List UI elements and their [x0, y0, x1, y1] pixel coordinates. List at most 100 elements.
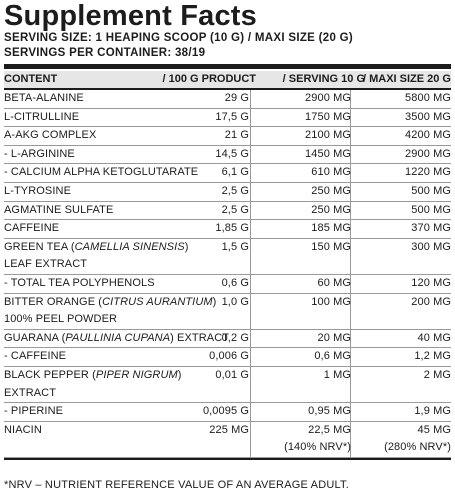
bottom-divider — [4, 457, 451, 460]
value-maxi-size: 5800 MG — [405, 92, 451, 104]
ingredient-name: - L-ARGININE — [4, 147, 75, 160]
table-row: 100% PEEL POWDER — [4, 311, 451, 330]
column-divider — [250, 220, 251, 238]
value-maxi-size: 1,9 MG — [414, 405, 451, 418]
column-divider — [350, 201, 351, 220]
column-divider — [350, 403, 351, 421]
value-per100g: 29 G — [224, 92, 249, 104]
latin-name: CITRUS AURANTIUM — [102, 295, 213, 308]
column-divider — [350, 256, 351, 274]
column-divider — [350, 311, 351, 329]
column-divider — [250, 164, 251, 182]
column-divider — [250, 201, 251, 220]
value-per100g: 1,85 G — [215, 222, 249, 235]
table-row: GREEN TEA (CAMELLIA SINENSIS) 1,5 G 150 MG… — [4, 238, 451, 257]
table-row: GUARANA (PAULLINIA CUPANA) EXTRACT 0,2 G 2… — [4, 329, 451, 349]
table-row: BETA-ALANINE 29 G 2900 MG 5800 MG — [4, 90, 451, 109]
ingredient-name-continued: LEAF EXTRACT — [4, 258, 88, 271]
servings-per-container: SERVINGS PER CONTAINER: 38/19 — [4, 47, 206, 59]
ingredient-name: A-AKG COMPLEX — [4, 129, 97, 142]
value-per-serving: 250 MG — [311, 184, 351, 197]
value-maxi-size: 2900 MG — [405, 147, 451, 160]
latin-name: PIPER NIGRUM — [95, 368, 178, 381]
value-per-serving: 150 MG — [311, 240, 351, 253]
column-divider — [250, 145, 251, 164]
ingredient-name-part: GUARANA ( — [4, 331, 66, 344]
ingredient-name: - PIPERINE — [4, 405, 64, 418]
ingredient-name-part: ) EXTRACT — [170, 331, 230, 344]
ingredient-name: - CALCIUM ALPHA KETOGLUTARATE — [4, 166, 199, 179]
table-row: - CALCIUM ALPHA KETOGLUTARATE 6,1 G 610 MG… — [4, 164, 451, 183]
value-maxi-size: 1,2 MG — [414, 350, 451, 363]
value-maxi-size: 40 MG — [417, 331, 451, 344]
ingredient-name: L-CITRULLINE — [4, 110, 80, 123]
value-per-serving: 1450 MG — [305, 147, 351, 160]
table-row: - L-ARGININE 14,5 G 1450 MG 2900 MG — [4, 145, 451, 165]
column-divider — [250, 403, 251, 421]
value-per-serving: 1 MG — [323, 368, 351, 381]
value-maxi-size: 500 MG — [411, 203, 451, 216]
ingredient-name: GREEN TEA (CAMELLIA SINENSIS) — [4, 239, 188, 257]
ingredient-name-part: GREEN TEA ( — [4, 240, 75, 253]
value-per-serving: 20 MG — [317, 331, 351, 344]
ingredient-name: BITTER ORANGE (CITRUS AURANTIUM) — [4, 294, 216, 312]
value-per100g: 0,0095 G — [202, 405, 249, 418]
table-row: - CAFFEINE 0,006 G 0,6 MG 1,2 MG — [4, 348, 451, 367]
value-per-serving: 185 MG — [311, 222, 351, 235]
value-maxi-size: 370 MG — [411, 222, 451, 235]
value-per-serving: 2100 MG — [305, 129, 351, 142]
value-maxi-size: 1220 MG — [405, 166, 451, 179]
table-row: L-CITRULLINE 17,5 G 1750 MG 3500 MG — [4, 108, 451, 128]
value-per100g: 2,5 G — [221, 203, 249, 216]
ingredient-name: - TOTAL TEA POLYPHENOLS — [4, 276, 155, 289]
column-divider — [250, 421, 251, 440]
value-per-serving: 1750 MG — [305, 110, 351, 123]
column-divider — [350, 220, 351, 238]
column-divider — [250, 329, 251, 348]
table-row: - TOTAL TEA POLYPHENOLS 0,6 G 60 MG 120 MG — [4, 274, 451, 294]
value-per-serving: 2900 MG — [305, 92, 351, 104]
table-row: NIACIN 225 MG 22,5 MG 45 MG — [4, 421, 451, 440]
column-divider — [250, 348, 251, 366]
column-divider — [350, 145, 351, 164]
column-divider — [350, 439, 351, 457]
table-row: AGMATINE SULFATE 2,5 G 250 MG 500 MG — [4, 201, 451, 221]
header-serving: / SERVING 10 G — [282, 73, 365, 85]
ingredient-name-part: BLACK PEPPER ( — [4, 368, 96, 381]
value-per-serving: 22,5 MG — [308, 423, 351, 436]
column-divider — [350, 293, 351, 312]
column-divider — [250, 384, 251, 403]
column-divider — [250, 311, 251, 329]
value-per100g: 0,01 G — [215, 368, 249, 381]
column-divider — [250, 90, 251, 108]
value-per100g: 21 G — [224, 129, 249, 142]
column-divider — [350, 90, 351, 108]
value-per-serving: 250 MG — [311, 203, 351, 216]
value-maxi-size: 500 MG — [411, 184, 451, 197]
ingredient-name-part: ) — [177, 368, 182, 381]
ingredient-name: BETA-ALANINE — [4, 92, 84, 104]
column-divider — [250, 238, 251, 257]
ingredient-name-continued: EXTRACT — [4, 386, 57, 399]
value-per100g: 0,2 G — [221, 331, 249, 344]
value-maxi-size: 4200 MG — [405, 129, 451, 142]
table-row: (140% NRV*) (280% NRV*) — [4, 439, 451, 458]
ingredient-name-continued: 100% PEEL POWDER — [4, 313, 118, 326]
thick-divider — [4, 64, 451, 69]
column-divider — [350, 164, 351, 182]
header-content: CONTENT — [4, 73, 58, 85]
value-maxi-size: 200 MG — [411, 295, 451, 308]
column-divider — [350, 108, 351, 127]
serving-size: SERVING SIZE: 1 HEAPING SCOOP (10 G) / M… — [4, 32, 354, 44]
latin-name: PAULLINIA CUPANA — [65, 331, 171, 344]
value-per100g: 1,5 G — [221, 240, 249, 253]
value-per100g: 1,0 G — [221, 295, 249, 308]
table-row: A-AKG COMPLEX 21 G 2100 MG 4200 MG — [4, 127, 451, 146]
value-per100g: 6,1 G — [221, 166, 249, 179]
ingredient-name: CAFFEINE — [4, 222, 60, 235]
value-per-serving: 60 MG — [317, 276, 351, 289]
table-row: BITTER ORANGE (CITRUS AURANTIUM) 1,0 G 100… — [4, 293, 451, 312]
latin-name: CAMELLIA SINENSIS — [74, 240, 185, 253]
column-divider — [250, 108, 251, 127]
column-divider — [350, 274, 351, 293]
